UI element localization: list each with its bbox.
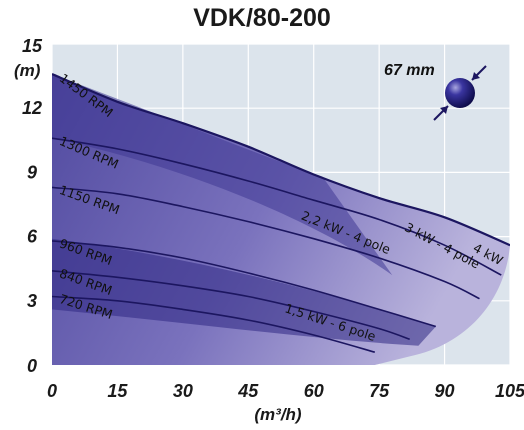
y-tick-label-9: 9: [27, 162, 37, 182]
y-tick-label-15: 15: [22, 36, 43, 56]
curve-1300-rpm: [52, 137, 502, 276]
x-tick-label-15: 15: [107, 381, 128, 401]
x-tick-label-105: 105: [495, 381, 524, 401]
y-axis-unit: (m): [14, 61, 41, 80]
y-tick-label-6: 6: [27, 227, 38, 247]
x-tick-label-75: 75: [369, 381, 390, 401]
x-tick-label-0: 0: [47, 381, 57, 401]
power-zone-low-shade: [52, 238, 436, 346]
curve-1150-rpm: [52, 186, 480, 300]
curve-1450-rpm: [52, 72, 510, 247]
y-tick-label-0: 0: [27, 356, 37, 376]
x-tick-label-60: 60: [304, 381, 324, 401]
curve-960-rpm: [52, 240, 437, 328]
x-tick-label-45: 45: [237, 381, 259, 401]
x-axis-unit: (m³/h): [254, 405, 302, 424]
chart-title: VDK/80-200: [193, 4, 331, 32]
sphere-size-label: 67 mm: [384, 62, 435, 79]
sphere-passage-icon: [433, 65, 487, 121]
y-tick-label-12: 12: [22, 98, 42, 118]
curve-840-rpm: [52, 270, 410, 341]
y-tick-label-3: 3: [27, 291, 37, 311]
curve-720-rpm: [52, 295, 376, 353]
x-tick-label-90: 90: [435, 381, 455, 401]
x-tick-label-30: 30: [173, 381, 193, 401]
